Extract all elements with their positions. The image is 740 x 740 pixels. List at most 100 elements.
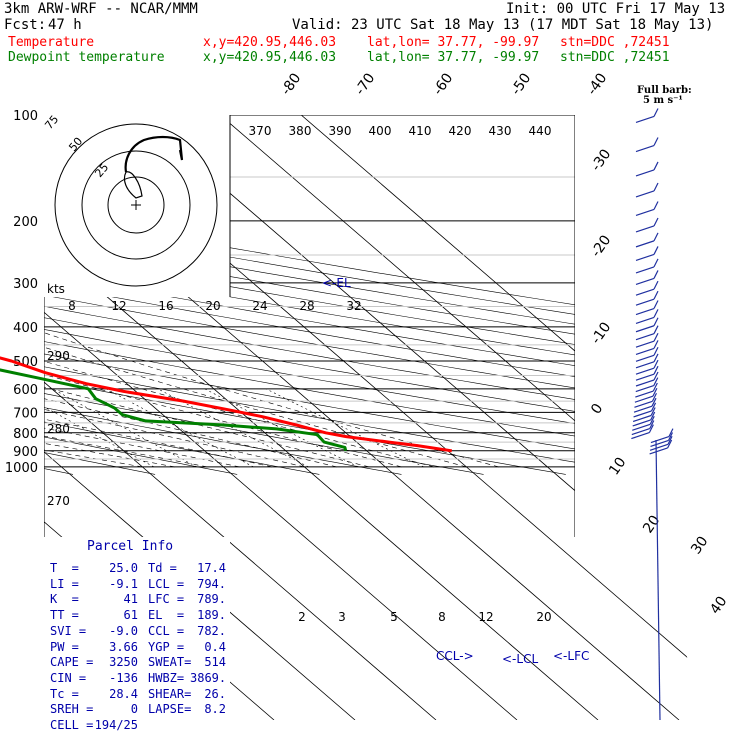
theta-tick-label: 370 — [249, 124, 272, 138]
parcel-param-value: 17.4 — [197, 561, 226, 575]
parcel-param-label: CIN = — [50, 670, 87, 685]
wind-barb-flag — [653, 258, 659, 268]
init-time: Init: 00 UTC Fri 17 May 13 — [506, 1, 726, 17]
wind-barb — [635, 361, 655, 369]
pressure-tick-label: 100 — [13, 109, 38, 124]
dry-adiabat — [44, 115, 705, 475]
wind-barb — [635, 190, 655, 198]
isotherm-line — [300, 115, 705, 720]
pressure-tick-label: 700 — [13, 406, 38, 421]
wind-barbs — [631, 108, 674, 721]
wind-barb-flag — [653, 217, 659, 227]
parcel-param-label: CELL = — [50, 718, 94, 732]
wind-barb-flag — [651, 402, 657, 412]
pressure-tick-label: 800 — [13, 427, 38, 442]
wind-barb — [649, 443, 669, 451]
theta-labels: 370 380 390 400 410 420 430 440 290 280 270 — [47, 124, 551, 508]
wind-barb-flag — [653, 280, 659, 290]
level-annotations: <-EL CCL-> <-LCL <-LFC — [322, 276, 589, 666]
dewpoint-profile-line — [0, 368, 348, 452]
parcel-param-label: TT = — [50, 608, 79, 623]
parcel-param-label: SREH = — [50, 702, 94, 717]
parcel-param-value: 794. — [197, 576, 226, 591]
wind-barb-flag — [653, 359, 659, 369]
level-annotation: <-EL — [322, 276, 351, 290]
wind-barb-flag — [653, 371, 659, 381]
wind-barb-flag — [653, 347, 659, 356]
isotherm-line — [44, 115, 518, 720]
hodograph-ring — [107, 176, 165, 234]
wind-barb — [635, 316, 655, 324]
parcel-param-value: -9.0 — [109, 623, 138, 638]
wind-barb-flag — [667, 439, 673, 449]
parcel-param-label: PW = — [50, 639, 79, 654]
temperature-xy: x,y=420.95,446.03 — [203, 35, 337, 50]
barb-legend-line1: Full barb: — [637, 85, 692, 96]
parcel-param-value: 25.0 — [109, 561, 138, 575]
wind-barb-flag — [653, 290, 659, 300]
pressure-tick-label: 300 — [13, 277, 38, 292]
wind-barb — [635, 115, 655, 124]
wind-barb-staff — [655, 439, 661, 721]
forecast-label: Fcst: — [4, 17, 47, 33]
theta-tick-label: 420 — [449, 124, 472, 138]
isotherm-line — [219, 115, 705, 720]
hodograph-ring — [54, 123, 218, 287]
pressure-tick-label: 900 — [13, 445, 38, 460]
temperature-tick-label: -40 — [584, 70, 610, 98]
theta-tick-label: 430 — [489, 124, 512, 138]
parcel-param-label: Tc = — [50, 686, 79, 701]
hodograph-speed-label: 28 — [299, 299, 314, 313]
wind-barb — [633, 405, 653, 413]
wind-barb — [634, 400, 653, 408]
pressure-tick-label: 500 — [13, 355, 38, 370]
parcel-param-value: -136 — [109, 670, 138, 685]
hodograph-speed-label: 8 — [68, 299, 76, 313]
wind-barb-flag — [653, 246, 659, 255]
parcel-param-label: SWEAT= — [148, 655, 192, 670]
pressure-tick-label: 600 — [13, 383, 38, 398]
dry-adiabat — [44, 115, 705, 475]
isotherm-line — [44, 115, 437, 720]
wind-barb-flag — [653, 137, 659, 146]
dry-adiabat — [44, 115, 320, 475]
wind-barb — [650, 439, 669, 448]
theta-tick-label: 440 — [529, 124, 552, 138]
theta-left-label: 270 — [47, 494, 70, 508]
parcel-param-value: 0.4 — [204, 639, 226, 654]
wind-barb-flag — [648, 424, 654, 433]
isotherm-line — [138, 115, 705, 720]
dewpoint-station: stn=DDC ,72451 — [560, 50, 670, 65]
wind-barb — [635, 208, 655, 217]
wind-barb-flag — [653, 332, 659, 342]
pressure-tick-label: 400 — [13, 321, 38, 336]
parcel-param-value: 514 — [204, 655, 226, 670]
isotherm-line — [44, 115, 356, 720]
wind-barb-flag — [649, 420, 655, 429]
wind-barb — [631, 427, 651, 436]
wind-barb-flag — [667, 436, 673, 445]
mixing-ratio-line — [204, 388, 359, 468]
hodograph-ring — [81, 150, 191, 260]
moist-adiabat — [44, 220, 305, 468]
hodograph-speed-label: 32 — [346, 299, 361, 313]
parcel-param-value: 782. — [197, 623, 226, 638]
parcel-param-label: T = — [50, 561, 79, 575]
wind-barb-flag — [668, 428, 674, 437]
wind-barb-flag — [650, 407, 656, 416]
temperature-profile-line — [0, 356, 453, 453]
wind-barb-flag — [653, 232, 659, 242]
parcel-param-value: 0 — [130, 702, 138, 717]
hodograph-unit-label: kts — [47, 282, 65, 296]
temperature-tick-label: -80 — [278, 70, 304, 98]
wind-barb-flag — [650, 411, 656, 421]
wind-barb — [649, 447, 668, 455]
wind-barb-flag — [653, 270, 659, 279]
theta-tick-label: 390 — [329, 124, 352, 138]
wind-barb-flag — [653, 161, 659, 171]
parcel-param-value: 8.2 — [204, 702, 226, 717]
theta-tick-label: 380 — [289, 124, 312, 138]
model-title: 3km ARW-WRF -- NCAR/MMM — [4, 1, 198, 17]
